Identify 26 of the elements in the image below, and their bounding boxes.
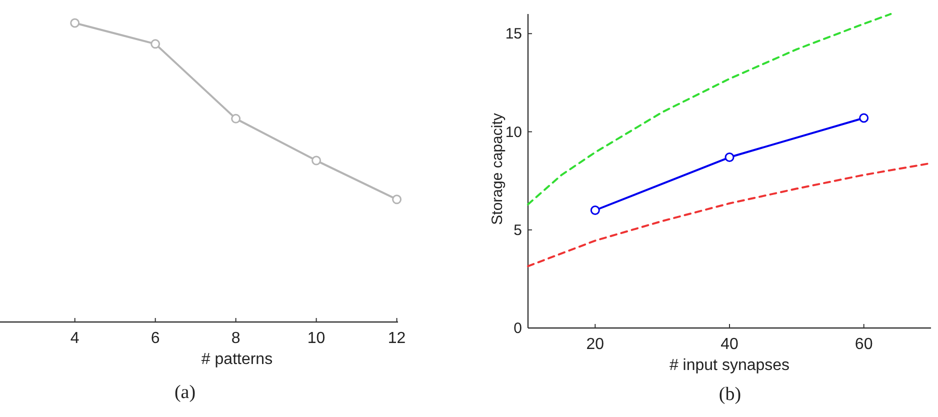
y-axis-title: Storage capacity <box>489 112 506 225</box>
point <box>312 156 322 166</box>
y-tick-label: 5 <box>514 222 522 239</box>
point <box>724 152 734 162</box>
x-tick-label: 8 <box>231 330 240 347</box>
x-axis-title: # patterns <box>201 351 273 368</box>
point <box>150 39 160 49</box>
line-series <box>527 13 892 206</box>
x-tick-label: 40 <box>720 336 738 353</box>
point <box>392 194 402 204</box>
x-tick-label: 10 <box>307 330 326 347</box>
y-tick-label: 0 <box>514 320 522 337</box>
point <box>590 206 600 215</box>
text: (b) <box>718 384 742 405</box>
point <box>859 113 869 123</box>
point <box>231 114 241 124</box>
y-tick-label: 10 <box>505 124 522 141</box>
x-tick-label: 20 <box>586 336 604 353</box>
x-axis-title: # input synapses <box>669 357 790 374</box>
point <box>70 18 80 28</box>
x-tick-label: 6 <box>150 330 160 347</box>
x-tick-label: 60 <box>854 336 873 353</box>
x-tick-label: 12 <box>388 330 406 347</box>
y-tick-label: 15 <box>505 26 522 43</box>
x-tick-label: 4 <box>70 330 80 347</box>
text: (a) <box>174 382 196 403</box>
